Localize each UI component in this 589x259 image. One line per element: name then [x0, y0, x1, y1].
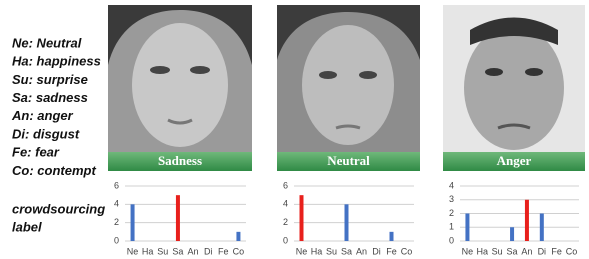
x-tick-label: Su	[326, 246, 337, 256]
x-tick-label: Sa	[507, 246, 518, 256]
y-tick-label: 2	[449, 208, 454, 218]
y-tick-label: 2	[283, 217, 288, 227]
x-tick-label: Ha	[142, 246, 154, 256]
x-tick-label: Sa	[341, 246, 352, 256]
face-image	[443, 5, 585, 152]
x-tick-label: An	[356, 246, 367, 256]
bar	[540, 214, 544, 242]
legend-entry: Co: contempt	[12, 163, 96, 178]
x-tick-label: Ne	[127, 246, 139, 256]
figure: Ne: Neutral Ha: happiness Su: surprise Sa: …	[0, 0, 589, 259]
x-tick-label: Fe	[386, 246, 397, 256]
legend-entry: Ne: Neutral	[12, 35, 82, 50]
bar	[525, 200, 529, 241]
x-tick-label: Fe	[551, 246, 562, 256]
emotion-label: Neutral	[327, 153, 370, 168]
bar	[465, 214, 469, 242]
legend-entry: Fe: fear	[12, 145, 60, 160]
y-tick-label: 0	[283, 235, 288, 245]
x-tick-label: Su	[157, 246, 168, 256]
y-tick-label: 3	[449, 194, 454, 204]
x-tick-label: Fe	[218, 246, 229, 256]
x-tick-label: Su	[492, 246, 503, 256]
x-tick-label: Di	[372, 246, 381, 256]
x-tick-label: An	[188, 246, 199, 256]
x-tick-label: Di	[538, 246, 547, 256]
side-label: label	[12, 219, 42, 234]
y-tick-label: 4	[114, 199, 119, 209]
y-tick-label: 4	[449, 180, 454, 190]
x-tick-label: Co	[566, 246, 578, 256]
y-tick-label: 0	[114, 235, 119, 245]
bar	[390, 232, 394, 241]
x-tick-label: Co	[233, 246, 245, 256]
emotion-label: Sadness	[158, 153, 202, 168]
face-image	[108, 5, 252, 152]
bar	[236, 232, 240, 241]
face-image	[277, 5, 420, 152]
x-tick-label: An	[521, 246, 532, 256]
bar	[510, 227, 514, 241]
y-tick-label: 4	[283, 199, 288, 209]
x-tick-label: Ha	[311, 246, 323, 256]
legend-entry: Su: surprise	[12, 72, 88, 87]
emotion-label: Anger	[497, 153, 532, 168]
legend-entry: Sa: sadness	[12, 90, 88, 105]
x-tick-label: Ha	[477, 246, 489, 256]
side-label: crowdsourcing	[12, 201, 105, 216]
bar	[300, 195, 304, 241]
bar	[345, 204, 349, 241]
x-tick-label: Co	[401, 246, 413, 256]
x-tick-label: Sa	[172, 246, 183, 256]
x-tick-label: Ne	[296, 246, 308, 256]
y-tick-label: 2	[114, 217, 119, 227]
y-tick-label: 6	[283, 180, 288, 190]
x-tick-label: Di	[204, 246, 213, 256]
y-tick-label: 1	[449, 222, 454, 232]
legend-entry: Di: disgust	[12, 126, 80, 141]
y-tick-label: 0	[449, 235, 454, 245]
legend-entry: An: anger	[11, 108, 74, 123]
bar	[176, 195, 180, 241]
bar	[131, 204, 135, 241]
legend-entry: Ha: happiness	[12, 54, 101, 69]
x-tick-label: Ne	[462, 246, 474, 256]
y-tick-label: 6	[114, 180, 119, 190]
